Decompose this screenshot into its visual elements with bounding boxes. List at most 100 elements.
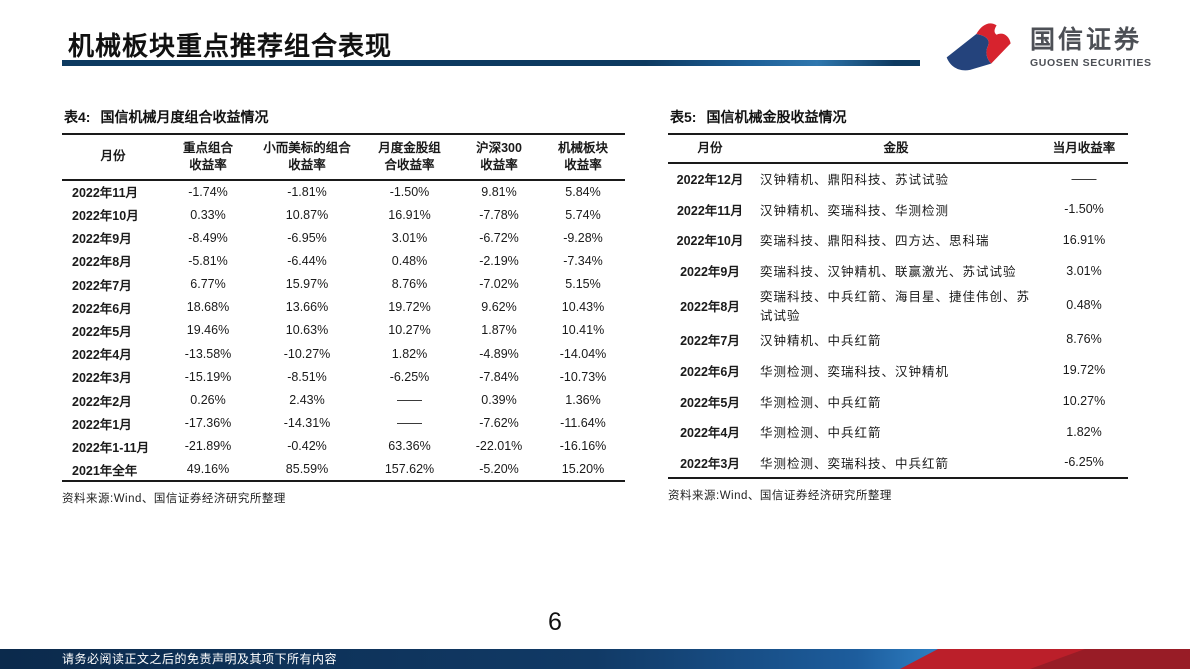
table-row: 2022年1月 -17.36% -14.31% —— -7.62% -11.64% bbox=[62, 412, 625, 435]
value-cell: 5.74% bbox=[565, 207, 601, 222]
table-row: 2022年1-11月 -21.89% -0.42% 63.36% -22.01% -16.… bbox=[62, 435, 625, 458]
value-cell: -2.19% bbox=[479, 253, 519, 268]
table5-source: 资料来源:Wind、国信证券经济研究所整理 bbox=[668, 490, 892, 503]
value-cell: 19.72% bbox=[1062, 363, 1106, 378]
value-cell: 10.43% bbox=[561, 300, 605, 315]
value-cell: 9.81% bbox=[481, 184, 517, 199]
monthly-portfolio-returns-table: 月份 重点组合 收益率 小而美标的组合 收益率 月度金股组 合收益率 沪深300 收益率… bbox=[62, 133, 625, 482]
value-cell: 5.84% bbox=[565, 184, 601, 199]
value-cell: -6.25% bbox=[389, 369, 430, 384]
value-cell: 49.16% bbox=[186, 462, 230, 477]
table5-section: 表5: 国信机械金股收益情况 月份 金股 当月收益率 2022年12月 汉钟精机、鼎阳科… bbox=[668, 104, 1128, 503]
value-cell: 华测检测、中兵红箭 bbox=[760, 395, 882, 410]
value-cell: -7.78% bbox=[479, 207, 519, 222]
value-cell: 华测检测、奕瑞科技、汉钟精机 bbox=[760, 364, 950, 379]
value-cell: -1.81% bbox=[287, 184, 327, 199]
table-row: 2022年6月 华测检测、奕瑞科技、汉钟精机 19.72% bbox=[668, 355, 1128, 386]
value-cell: 0.48% bbox=[391, 253, 428, 268]
table-row: 2022年5月 华测检测、中兵红箭 10.27% bbox=[668, 386, 1128, 417]
value-cell: 奕瑞科技、汉钟精机、联赢激光、苏试试验 bbox=[760, 265, 1017, 280]
value-cell: -21.89% bbox=[184, 439, 232, 454]
value-cell: 汉钟精机、奕瑞科技、华测检测 bbox=[760, 203, 950, 218]
value-cell: 10.41% bbox=[561, 323, 605, 338]
value-cell: 9.62% bbox=[481, 300, 517, 315]
table-row: 2022年11月 汉钟精机、奕瑞科技、华测检测 -1.50% bbox=[668, 194, 1128, 225]
value-cell: 6.77% bbox=[190, 277, 226, 292]
logo-blue-shape bbox=[946, 33, 992, 71]
table-row: 2022年5月 19.46% 10.63% 10.27% 1.87% 10.41% bbox=[62, 319, 625, 342]
value-cell: 10.63% bbox=[285, 323, 329, 338]
value-cell: -10.73% bbox=[559, 369, 607, 384]
column-header: 重点组合 收益率 bbox=[182, 141, 233, 172]
value-cell: -4.89% bbox=[479, 346, 519, 361]
month-cell: 2022年1月 bbox=[72, 417, 132, 432]
value-cell: 3.01% bbox=[391, 230, 428, 245]
value-cell: 8.76% bbox=[391, 277, 428, 292]
month-cell: 2022年12月 bbox=[676, 173, 744, 188]
month-cell: 2022年4月 bbox=[72, 348, 132, 363]
month-cell: 2022年5月 bbox=[72, 324, 132, 339]
month-cell: 2022年5月 bbox=[680, 395, 740, 410]
value-cell: -6.44% bbox=[287, 253, 327, 268]
month-cell: 2022年8月 bbox=[680, 299, 740, 314]
footer-navy-band bbox=[0, 649, 1190, 669]
page-title: 机械板块重点推荐组合表现 bbox=[68, 31, 393, 61]
month-cell: 2022年7月 bbox=[680, 333, 740, 348]
logo-text: 国信证券 GUOSEN SECURITIES bbox=[1030, 27, 1152, 69]
table5-caption: 表5: 国信机械金股收益情况 bbox=[668, 104, 1128, 133]
month-cell: 2022年6月 bbox=[680, 364, 740, 379]
month-cell: 2022年4月 bbox=[680, 426, 740, 441]
value-cell: —— bbox=[397, 416, 422, 431]
value-cell: —— bbox=[1071, 171, 1097, 186]
table-row: 2022年4月 华测检测、中兵红箭 1.82% bbox=[668, 416, 1128, 447]
month-cell: 2022年10月 bbox=[72, 209, 139, 224]
table-row: 2022年9月 -8.49% -6.95% 3.01% -6.72% -9.28% bbox=[62, 226, 625, 249]
value-cell: 10.27% bbox=[1062, 394, 1106, 409]
value-cell: 10.87% bbox=[285, 207, 329, 222]
table-row: 2022年11月 -1.74% -1.81% -1.50% 9.81% 5.84% bbox=[62, 180, 625, 203]
footer-dark-red-shape bbox=[1030, 649, 1190, 669]
value-cell: -7.62% bbox=[479, 416, 519, 431]
value-cell: 16.91% bbox=[1062, 232, 1106, 247]
value-cell: 85.59% bbox=[285, 462, 329, 477]
footer-bar: 请务必阅读正文之后的免责声明及其项下所有内容 bbox=[0, 649, 1190, 669]
table-row: 2021年全年 49.16% 85.59% 157.62% -5.20% 15.20% bbox=[62, 458, 625, 481]
value-cell: 1.87% bbox=[481, 323, 517, 338]
value-cell: 汉钟精机、中兵红箭 bbox=[760, 333, 882, 348]
table4-caption: 表4: 国信机械月度组合收益情况 bbox=[62, 104, 625, 133]
value-cell: 13.66% bbox=[285, 300, 329, 315]
value-cell: -6.72% bbox=[479, 230, 519, 245]
value-cell: 5.15% bbox=[565, 277, 601, 292]
value-cell: 0.39% bbox=[481, 393, 517, 408]
value-cell: -8.49% bbox=[188, 230, 228, 245]
value-cell: -7.02% bbox=[479, 277, 519, 292]
logo-red-shape bbox=[976, 23, 1011, 64]
table-row: 2022年7月 汉钟精机、中兵红箭 8.76% bbox=[668, 324, 1128, 355]
value-cell: 15.20% bbox=[561, 462, 605, 477]
table4-section: 表4: 国信机械月度组合收益情况 月份 重点组合 收益率 小而美标的组合 收益率 月度金… bbox=[62, 104, 625, 506]
month-cell: 2021年全年 bbox=[72, 463, 138, 478]
value-cell: -14.31% bbox=[283, 416, 331, 431]
table-row: 2022年4月 -13.58% -10.27% 1.82% -4.89% -14.04% bbox=[62, 342, 625, 365]
month-cell: 2022年2月 bbox=[72, 394, 132, 409]
value-cell: -1.50% bbox=[389, 184, 430, 199]
table-row: 2022年8月 奕瑞科技、中兵红箭、海目星、捷佳伟创、苏试试验 0.48% bbox=[668, 286, 1128, 324]
value-cell: -8.51% bbox=[287, 369, 327, 384]
value-cell: —— bbox=[397, 393, 422, 408]
table4-header-row: 月份 重点组合 收益率 小而美标的组合 收益率 月度金股组 合收益率 沪深300 收益率… bbox=[62, 134, 625, 180]
value-cell: -17.36% bbox=[184, 416, 232, 431]
value-cell: 奕瑞科技、鼎阳科技、四方达、思科瑞 bbox=[760, 234, 990, 249]
value-cell: 157.62% bbox=[384, 462, 435, 477]
month-cell: 2022年7月 bbox=[72, 278, 132, 293]
value-cell: -9.28% bbox=[563, 230, 603, 245]
guosen-logo: 国信证券 GUOSEN SECURITIES bbox=[942, 20, 1152, 76]
value-cell: -10.27% bbox=[283, 346, 331, 361]
month-cell: 2022年9月 bbox=[72, 232, 132, 247]
value-cell: 华测检测、中兵红箭 bbox=[760, 426, 882, 441]
table-row: 2022年3月 -15.19% -8.51% -6.25% -7.84% -10.73% bbox=[62, 365, 625, 388]
value-cell: -16.16% bbox=[559, 439, 607, 454]
month-cell: 2022年10月 bbox=[676, 234, 744, 249]
value-cell: 3.01% bbox=[1066, 263, 1102, 278]
table-row: 2022年7月 6.77% 15.97% 8.76% -7.02% 5.15% bbox=[62, 273, 625, 296]
column-header: 月度金股组 合收益率 bbox=[378, 141, 441, 172]
